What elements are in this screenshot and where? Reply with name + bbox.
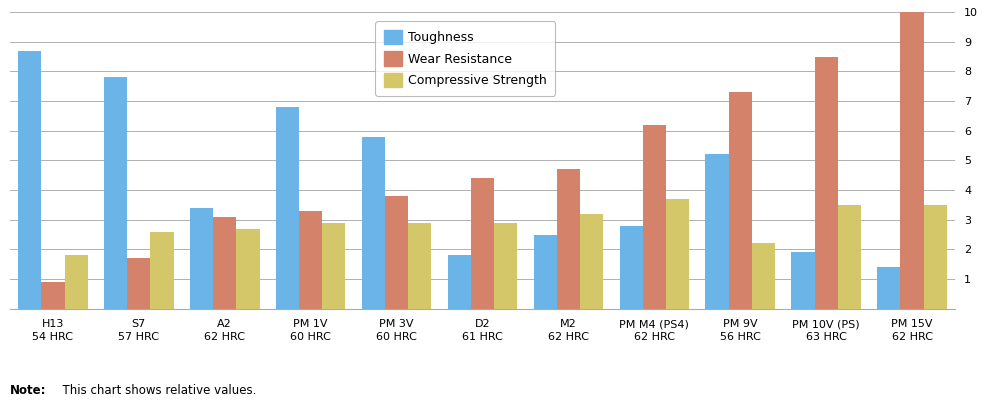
Bar bbox=[580, 214, 603, 309]
Bar bbox=[877, 267, 900, 309]
Bar bbox=[752, 243, 775, 309]
Bar bbox=[705, 154, 729, 309]
Bar bbox=[729, 92, 752, 309]
Bar bbox=[385, 196, 408, 309]
Bar bbox=[127, 258, 150, 309]
Bar bbox=[838, 205, 861, 309]
Bar bbox=[150, 232, 174, 309]
Bar bbox=[236, 229, 260, 309]
Bar bbox=[557, 169, 580, 309]
Bar bbox=[620, 226, 643, 309]
Bar bbox=[276, 107, 299, 309]
Text: This chart shows relative values.: This chart shows relative values. bbox=[55, 384, 256, 397]
Bar bbox=[900, 12, 924, 309]
Bar bbox=[791, 252, 815, 309]
Bar bbox=[494, 223, 517, 309]
Bar bbox=[362, 137, 385, 309]
Bar bbox=[65, 255, 88, 309]
Bar bbox=[666, 199, 689, 309]
Text: Note:: Note: bbox=[10, 384, 46, 397]
Bar bbox=[299, 211, 322, 309]
Bar bbox=[104, 77, 127, 309]
Bar bbox=[408, 223, 431, 309]
Bar bbox=[41, 282, 65, 309]
Bar bbox=[448, 255, 471, 309]
Bar bbox=[643, 125, 666, 309]
Bar bbox=[322, 223, 345, 309]
Bar bbox=[18, 51, 41, 309]
Bar bbox=[924, 205, 947, 309]
Bar bbox=[534, 235, 557, 309]
Bar bbox=[213, 217, 236, 309]
Bar bbox=[190, 208, 213, 309]
Bar bbox=[815, 57, 838, 309]
Bar bbox=[471, 178, 494, 309]
Legend: Toughness, Wear Resistance, Compressive Strength: Toughness, Wear Resistance, Compressive … bbox=[375, 21, 555, 96]
